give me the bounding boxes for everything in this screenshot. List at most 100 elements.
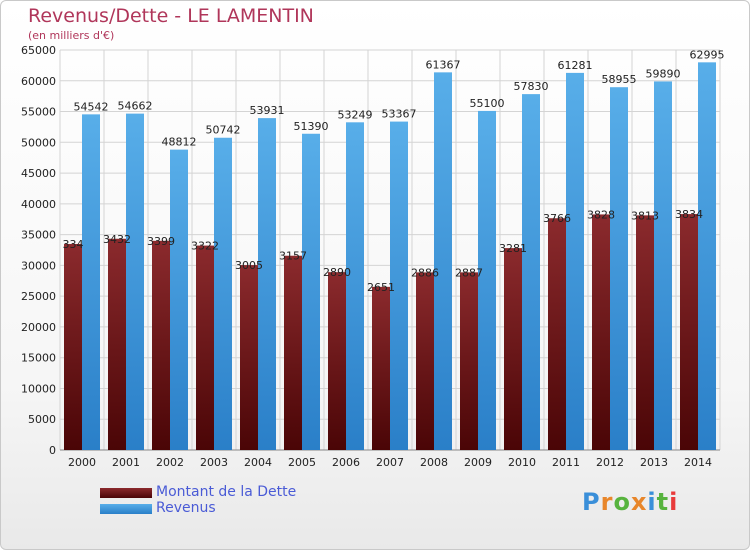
x-axis-ticks: 2000 2001 2002 2003 2004 2005 2006 2007 2008 2009…: [68, 456, 712, 469]
data-label-dette: 3399: [147, 235, 175, 248]
chart-subtitle: (en milliers d'€): [28, 29, 115, 42]
x-tick-label: 2003: [200, 456, 228, 469]
data-label-dette: 3834: [675, 208, 703, 221]
x-tick-label: 2007: [376, 456, 404, 469]
chart-title: Revenus/Dette - LE LAMENTIN: [28, 5, 314, 27]
y-tick-label: 50000: [21, 136, 56, 149]
legend-swatch-debt: [100, 488, 152, 498]
bar-revenus: [434, 72, 452, 450]
data-label-revenus: 53931: [250, 104, 285, 117]
data-label-revenus: 51390: [294, 120, 329, 133]
bar-revenus: [302, 133, 320, 450]
bar-revenus: [654, 81, 672, 450]
y-axis-ticks: 0 5000 10000 15000 20000 25000 30000 35000 40000…: [21, 44, 56, 457]
legend-label-revenue: Revenus: [156, 500, 216, 516]
data-label-dette: 3432: [103, 233, 131, 246]
y-tick-label: 60000: [21, 75, 56, 88]
data-label-revenus: 54542: [74, 100, 109, 113]
y-tick-label: 20000: [21, 321, 56, 334]
legend-label-debt: Montant de la Dette: [156, 484, 297, 500]
data-label-dette: 3005: [235, 259, 263, 272]
data-labels: 334 54542 3432 54662 3399 48812 3322 50742 3005 5…: [63, 48, 725, 294]
bar-dette: [328, 272, 346, 450]
x-tick-label: 2001: [112, 456, 140, 469]
bar-dette: [64, 243, 82, 450]
data-label-dette: 3766: [543, 212, 571, 225]
data-label-dette: 3828: [587, 208, 615, 221]
x-tick-label: 2008: [420, 456, 448, 469]
legend-swatch-revenue: [100, 504, 152, 514]
x-tick-label: 2012: [596, 456, 624, 469]
bar-dette: [548, 218, 566, 450]
data-label-dette: 3813: [631, 209, 659, 222]
bar-revenus: [126, 113, 144, 450]
bar-revenus: [170, 149, 188, 450]
x-tick-label: 2006: [332, 456, 360, 469]
x-tick-label: 2013: [640, 456, 668, 469]
data-label-revenus: 53367: [382, 108, 417, 121]
bar-revenus: [346, 122, 364, 450]
y-tick-label: 55000: [21, 106, 56, 119]
bars: [64, 62, 716, 451]
bar-revenus: [82, 114, 100, 450]
x-tick-label: 2011: [552, 456, 580, 469]
bar-revenus: [698, 62, 716, 450]
data-label-dette: 3322: [191, 240, 219, 253]
data-label-revenus: 61281: [558, 59, 593, 72]
bar-revenus: [390, 121, 408, 450]
bar-dette: [196, 245, 214, 450]
data-label-dette: 2890: [323, 266, 351, 279]
x-tick-label: 2002: [156, 456, 184, 469]
y-tick-label: 5000: [28, 413, 56, 426]
y-tick-label: 65000: [21, 44, 56, 57]
bar-dette: [284, 255, 302, 450]
data-label-dette: 3157: [279, 250, 307, 263]
data-label-dette: 334: [63, 238, 84, 251]
y-tick-label: 10000: [21, 382, 56, 395]
data-label-revenus: 50742: [206, 124, 241, 137]
y-tick-label: 30000: [21, 259, 56, 272]
y-tick-label: 25000: [21, 290, 56, 303]
y-tick-label: 35000: [21, 229, 56, 242]
data-label-dette: 2887: [455, 266, 483, 279]
x-tick-label: 2005: [288, 456, 316, 469]
bar-revenus: [610, 87, 628, 450]
y-tick-label: 45000: [21, 167, 56, 180]
data-label-revenus: 61367: [426, 58, 461, 71]
bar-dette: [372, 286, 390, 450]
bar-dette: [504, 248, 522, 450]
bar-dette: [240, 265, 258, 450]
bar-dette: [416, 272, 434, 450]
proxiti-logo: Proxiti: [582, 488, 679, 516]
data-label-revenus: 55100: [470, 97, 505, 110]
data-label-revenus: 48812: [162, 136, 197, 149]
bar-dette: [680, 214, 698, 450]
data-label-dette: 3281: [499, 242, 527, 255]
y-tick-label: 40000: [21, 198, 56, 211]
data-label-revenus: 53249: [338, 108, 373, 121]
bar-dette: [108, 238, 126, 450]
bar-revenus: [566, 72, 584, 450]
y-tick-label: 15000: [21, 352, 56, 365]
x-tick-label: 2004: [244, 456, 272, 469]
bar-revenus: [478, 110, 496, 450]
data-label-revenus: 62995: [690, 48, 725, 61]
x-tick-label: 2014: [684, 456, 712, 469]
data-label-revenus: 59890: [646, 67, 681, 80]
bar-revenus: [258, 118, 276, 451]
bar-dette: [460, 272, 478, 450]
data-label-revenus: 54662: [118, 100, 153, 113]
data-label-dette: 2651: [367, 281, 395, 294]
data-label-revenus: 57830: [514, 80, 549, 93]
bar-chart: 0 5000 10000 15000 20000 25000 30000 35000 40000…: [21, 44, 725, 469]
bar-dette: [592, 214, 610, 450]
bar-dette: [636, 215, 654, 450]
data-label-dette: 2886: [411, 266, 439, 279]
x-tick-label: 2009: [464, 456, 492, 469]
x-tick-label: 2000: [68, 456, 96, 469]
x-tick-label: 2010: [508, 456, 536, 469]
bar-dette: [152, 240, 170, 450]
bar-revenus: [214, 137, 232, 451]
data-label-revenus: 58955: [602, 73, 637, 86]
bar-revenus: [522, 94, 540, 450]
